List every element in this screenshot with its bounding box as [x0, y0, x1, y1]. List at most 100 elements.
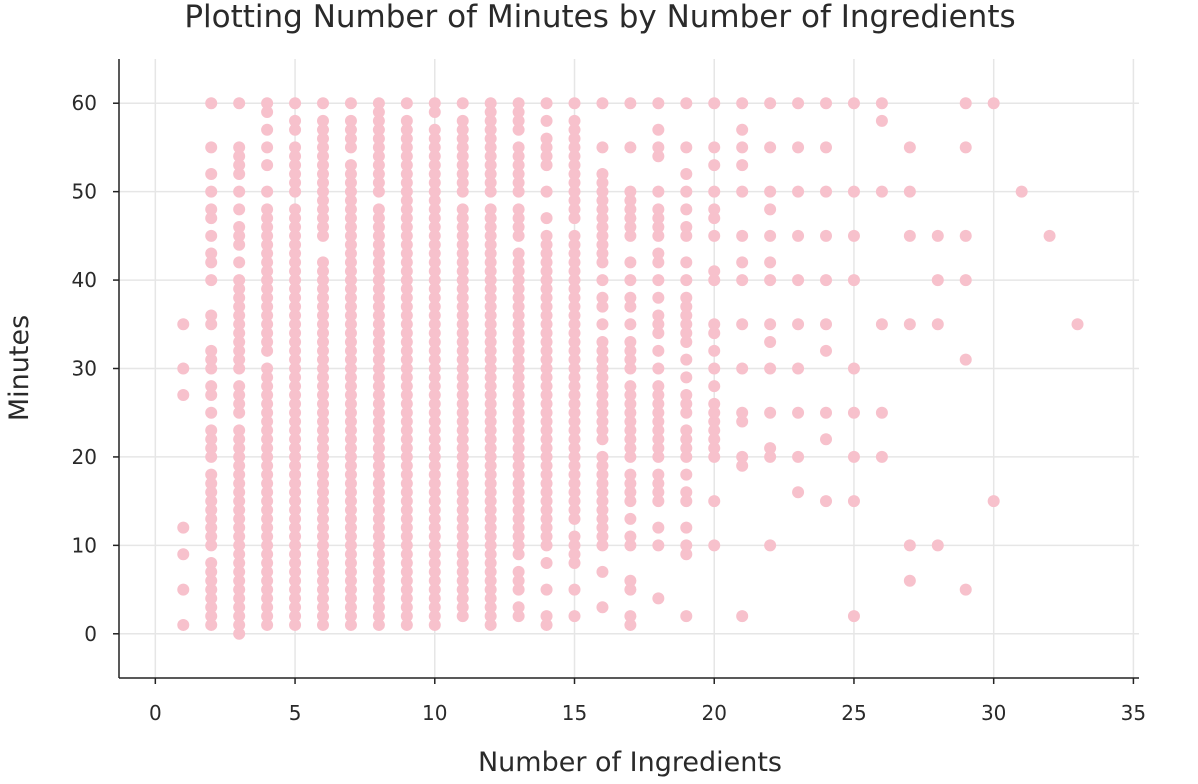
data-point [233, 327, 246, 340]
data-point [680, 335, 693, 348]
data-point [540, 371, 553, 384]
data-point [540, 309, 553, 322]
data-point [484, 601, 497, 614]
data-point [400, 503, 413, 516]
data-point [680, 424, 693, 437]
data-point [568, 477, 581, 490]
data-point [400, 495, 413, 508]
data-point [568, 318, 581, 331]
data-point [289, 503, 302, 516]
data-point [317, 212, 329, 225]
data-point [708, 424, 721, 437]
data-point [540, 477, 553, 490]
data-point [400, 229, 413, 242]
data-point [708, 141, 721, 154]
data-point [708, 203, 721, 216]
data-point [289, 433, 302, 446]
data-point [177, 521, 190, 534]
data-point [400, 176, 413, 189]
data-point [317, 565, 329, 578]
data-point [261, 442, 274, 455]
data-point [177, 618, 190, 631]
data-point [344, 265, 357, 278]
data-point [708, 229, 721, 242]
data-point [261, 371, 274, 384]
data-point [289, 371, 302, 384]
data-point [484, 389, 497, 402]
data-point [708, 380, 721, 393]
data-point [903, 141, 916, 154]
data-point [205, 468, 218, 481]
data-point [317, 389, 329, 402]
data-point [289, 238, 302, 251]
data-point [512, 176, 525, 189]
data-point [317, 610, 329, 623]
data-point [792, 229, 805, 242]
data-point [205, 503, 218, 516]
data-point [484, 221, 497, 234]
data-point [512, 415, 525, 428]
data-point [540, 300, 553, 313]
data-point [624, 468, 637, 481]
data-point [261, 433, 274, 446]
data-point [205, 601, 218, 614]
data-point [317, 274, 329, 287]
data-point [708, 433, 721, 446]
data-point [289, 327, 302, 340]
data-point [317, 318, 329, 331]
data-point [456, 433, 469, 446]
data-point [261, 512, 274, 525]
data-point [484, 327, 497, 340]
data-point [289, 592, 302, 605]
data-point [931, 318, 944, 331]
data-point [428, 415, 441, 428]
data-point [568, 344, 581, 357]
data-point [233, 309, 246, 322]
data-point [596, 194, 609, 207]
data-point [456, 150, 469, 163]
data-point [317, 450, 329, 463]
data-point [317, 424, 329, 437]
data-point [708, 495, 721, 508]
data-point [233, 512, 246, 525]
data-point [233, 380, 246, 393]
data-point [512, 468, 525, 481]
data-point [484, 167, 497, 180]
data-point [680, 433, 693, 446]
data-point [205, 530, 218, 543]
data-point [540, 380, 553, 393]
data-point [624, 574, 637, 587]
data-point [652, 415, 665, 428]
data-point [456, 583, 469, 596]
y-tick-label: 10 [72, 533, 97, 557]
data-point [568, 397, 581, 410]
data-point [568, 335, 581, 348]
data-point [680, 389, 693, 402]
data-point [540, 318, 553, 331]
data-point [680, 539, 693, 552]
data-point [568, 185, 581, 198]
data-point [512, 265, 525, 278]
data-point [680, 97, 693, 110]
data-point [652, 141, 665, 154]
data-point [233, 353, 246, 366]
data-point [456, 309, 469, 322]
data-point [596, 300, 609, 313]
data-point [875, 318, 888, 331]
data-point [456, 389, 469, 402]
data-point [596, 539, 609, 552]
data-point [652, 442, 665, 455]
data-point [708, 344, 721, 357]
data-point [680, 486, 693, 499]
data-point [428, 274, 441, 287]
data-point [484, 176, 497, 189]
data-point [708, 159, 721, 172]
data-point [344, 212, 357, 225]
data-point [317, 141, 329, 154]
data-point [317, 397, 329, 410]
data-point [344, 238, 357, 251]
data-point [372, 362, 385, 375]
data-point [344, 530, 357, 543]
data-point [624, 344, 637, 357]
data-point [428, 406, 441, 419]
